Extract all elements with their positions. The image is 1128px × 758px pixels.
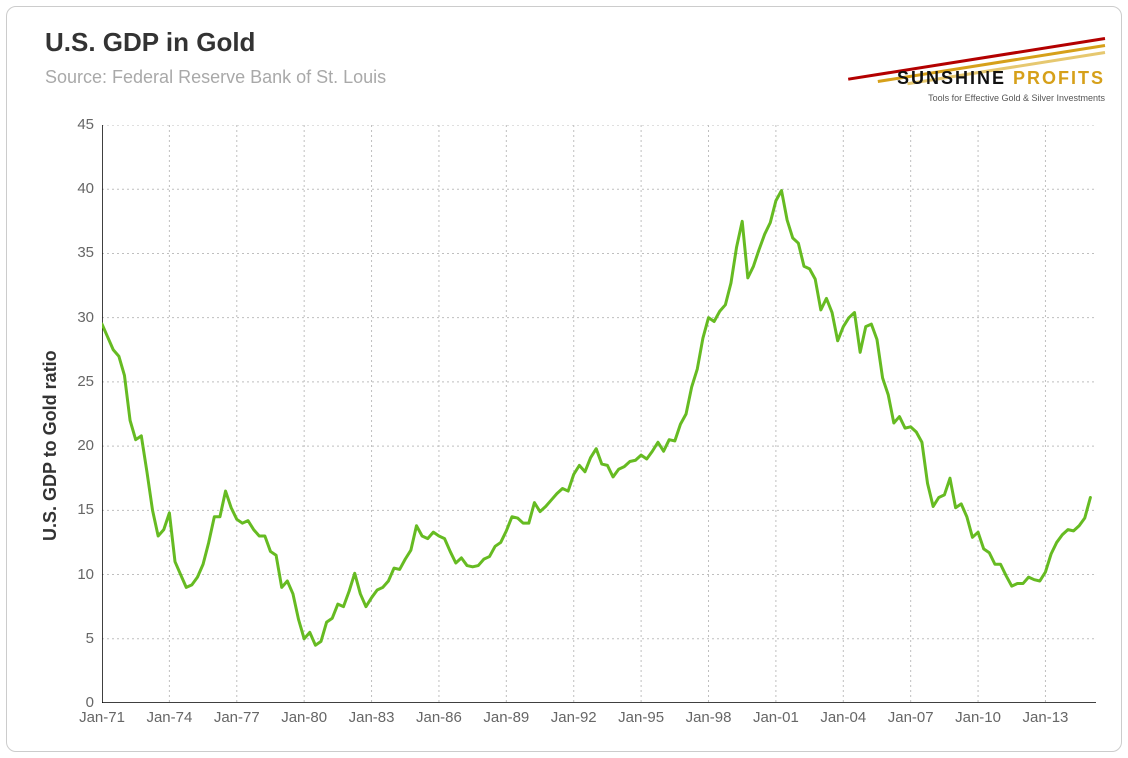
y-tick-label: 10 [62, 566, 94, 583]
y-tick-label: 40 [62, 180, 94, 197]
chart-subtitle: Source: Federal Reserve Bank of St. Loui… [45, 67, 386, 88]
y-tick-label: 30 [62, 309, 94, 326]
x-tick-label: Jan-10 [955, 709, 1001, 726]
x-tick-label: Jan-83 [349, 709, 395, 726]
line-chart-svg [102, 125, 1096, 703]
chart-card: U.S. GDP in Gold Source: Federal Reserve… [6, 6, 1122, 752]
chart-title: U.S. GDP in Gold [45, 27, 255, 58]
x-tick-label: Jan-71 [79, 709, 125, 726]
y-tick-label: 25 [62, 373, 94, 390]
y-axis-label: U.S. GDP to Gold ratio [40, 350, 61, 541]
plot-area [102, 125, 1096, 703]
x-tick-label: Jan-86 [416, 709, 462, 726]
x-tick-label: Jan-01 [753, 709, 799, 726]
x-tick-label: Jan-07 [888, 709, 934, 726]
y-tick-label: 35 [62, 244, 94, 261]
x-tick-label: Jan-98 [686, 709, 732, 726]
x-tick-label: Jan-77 [214, 709, 260, 726]
y-tick-label: 20 [62, 437, 94, 454]
y-tick-label: 5 [62, 630, 94, 647]
y-tick-label: 15 [62, 501, 94, 518]
logo-tagline: Tools for Effective Gold & Silver Invest… [928, 93, 1105, 103]
gdp-gold-line [102, 191, 1090, 646]
x-tick-label: Jan-74 [146, 709, 192, 726]
logo-name: SUNSHINE PROFITS [897, 68, 1105, 89]
x-tick-label: Jan-80 [281, 709, 327, 726]
x-tick-label: Jan-92 [551, 709, 597, 726]
x-tick-label: Jan-95 [618, 709, 664, 726]
y-tick-label: 45 [62, 116, 94, 133]
x-tick-label: Jan-89 [483, 709, 529, 726]
x-tick-label: Jan-13 [1023, 709, 1069, 726]
brand-logo: SUNSHINE PROFITS Tools for Effective Gol… [845, 35, 1105, 105]
x-tick-label: Jan-04 [820, 709, 866, 726]
